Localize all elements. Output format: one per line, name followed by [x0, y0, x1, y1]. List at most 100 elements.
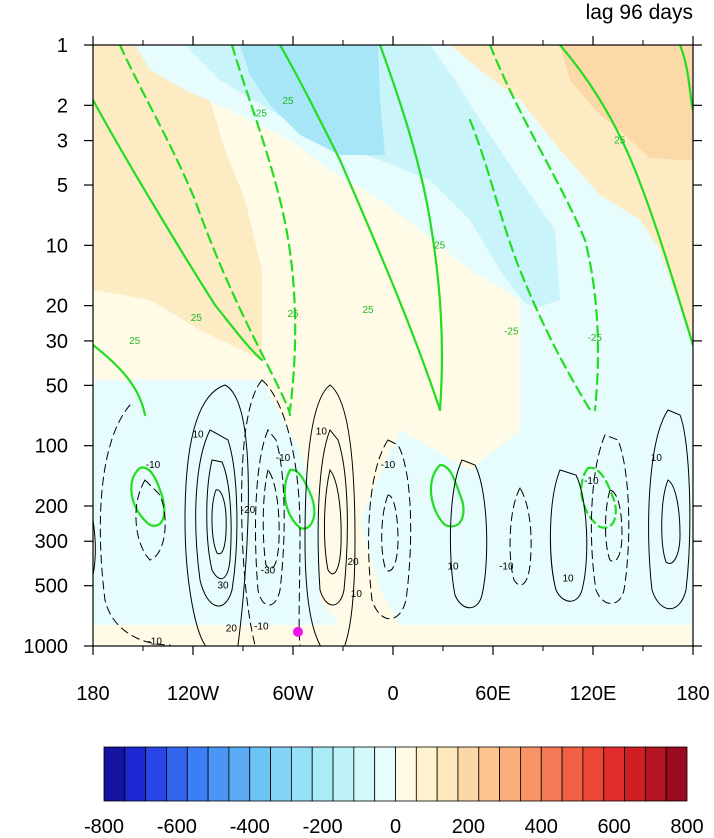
black-contour-solid — [206, 459, 232, 580]
contour-label: 20 — [347, 557, 359, 568]
x-tick-label: 180 — [676, 683, 709, 705]
colorbar-swatch — [145, 746, 167, 802]
x-tick-label: 60E — [475, 683, 511, 705]
colorbar-tick-label: -600 — [157, 816, 197, 838]
shaded-region-negative — [240, 45, 385, 155]
colorbar-swatch — [665, 746, 688, 802]
colorbar-swatch — [353, 746, 376, 802]
shaded-region-negative — [93, 380, 340, 625]
black-contour-solid — [661, 479, 681, 564]
contour-label: 10 — [447, 561, 459, 572]
black-contour-dashed — [254, 429, 285, 606]
contour-label: 30 — [217, 581, 229, 592]
colorbar-tick-label: -200 — [303, 816, 343, 838]
contour-label: 25 — [282, 96, 294, 107]
green-contour-solid — [429, 463, 465, 528]
x-tick-label: 60W — [272, 683, 313, 705]
colorbar: -800 -600 -400 -200 0 200 400 600 800 — [84, 746, 704, 838]
contour-labels: 25 25 -25 25 25 25 25 -25 -25 25 10 -10 -10 -20 -30 -10… — [129, 96, 663, 648]
black-contour-solid — [211, 489, 227, 555]
green-contour-dashed — [580, 466, 617, 529]
contour-label: 10 — [651, 453, 663, 464]
green-contour-solid — [130, 466, 166, 527]
colorbar-tick-label: 800 — [670, 816, 703, 838]
contour-label: 10 — [562, 573, 574, 584]
colorbar-swatch — [561, 746, 584, 802]
contour-label: 10 — [192, 430, 204, 441]
y-tick-label: 20 — [46, 296, 68, 318]
black-contour-solid — [648, 409, 691, 610]
black-contour-solid — [317, 429, 348, 606]
green-contour-solid — [283, 468, 316, 530]
x-tick-label: 120E — [570, 683, 617, 705]
black-contour-solid — [224, 384, 249, 646]
colorbar-swatch — [186, 746, 209, 802]
black-contour-solid — [93, 519, 96, 576]
colorbar-tick-label: -800 — [84, 816, 124, 838]
colorbar-swatch — [395, 746, 417, 802]
black-contour-solid — [323, 468, 342, 575]
colorbar-swatch — [270, 746, 292, 802]
colorbar-tick-label: 400 — [525, 816, 558, 838]
colorbar-tick-label: 0 — [390, 816, 401, 838]
y-tick-label: 1 — [57, 35, 68, 57]
shaded-field — [93, 45, 693, 646]
green-contour-solid — [93, 343, 147, 417]
contour-label: -20 — [241, 505, 256, 516]
black-contour-solid — [449, 459, 488, 609]
green-contour-solid — [678, 45, 693, 112]
green-contour-solid — [558, 45, 693, 347]
colorbar-swatch — [582, 746, 605, 802]
contour-label: -25 — [587, 333, 602, 344]
location-marker — [293, 626, 303, 637]
green-contour-dashed — [118, 45, 292, 417]
contour-label: -10 — [381, 460, 396, 471]
shaded-region-negative — [470, 300, 693, 560]
green-contour-dashed — [468, 118, 592, 412]
green-contour-solid — [378, 45, 444, 412]
black-contour-solid — [304, 384, 331, 646]
colorbar-swatch — [207, 746, 230, 802]
contour-label: -10 — [147, 637, 162, 648]
contour-label: 25 — [362, 305, 374, 316]
colorbar-swatch — [624, 746, 646, 802]
colorbar-swatch — [499, 746, 521, 802]
y-tick-label: 3 — [57, 131, 68, 153]
colorbar-swatch — [166, 746, 188, 802]
shaded-region-negative — [360, 430, 693, 625]
black-contour-dashed — [509, 486, 532, 586]
green-contour-solid — [278, 45, 442, 412]
contour-label: -30 — [261, 566, 276, 577]
green-contour-solid — [93, 98, 264, 362]
green-contours — [93, 45, 693, 530]
black-contour-solid — [184, 384, 226, 646]
contour-label: -10 — [584, 476, 599, 487]
shaded-region-positive — [93, 625, 693, 646]
colorbar-swatch — [540, 746, 563, 802]
colorbar-swatch — [228, 746, 251, 802]
contour-label: -10 — [276, 453, 291, 464]
y-tick-label: 50 — [46, 375, 68, 397]
contour-label: 25 — [129, 336, 141, 347]
black-contour-solid — [329, 384, 356, 646]
black-contour-dashed — [605, 489, 623, 562]
colorbar-tick-label: 200 — [452, 816, 485, 838]
contour-label: 25 — [614, 136, 626, 147]
black-contour-dashed — [135, 479, 166, 561]
black-contour-dashed — [381, 494, 399, 572]
shaded-region-positive — [93, 45, 262, 360]
colorbar-swatch — [603, 746, 625, 802]
y-tick-label: 200 — [35, 496, 68, 518]
x-tick-label: 0 — [387, 683, 398, 705]
y-tick-label: 500 — [35, 576, 68, 598]
y-tick-label: 1000 — [24, 636, 69, 658]
contour-label: 10 — [316, 427, 328, 438]
y-tick-label: 30 — [46, 331, 68, 353]
y-tick-label: 100 — [35, 436, 68, 458]
contour-label: -10 — [499, 561, 514, 572]
shaded-region-positive — [560, 45, 693, 160]
colorbar-swatch — [103, 746, 126, 802]
contour-label: -10 — [254, 622, 269, 633]
colorbar-swatch — [478, 746, 501, 802]
